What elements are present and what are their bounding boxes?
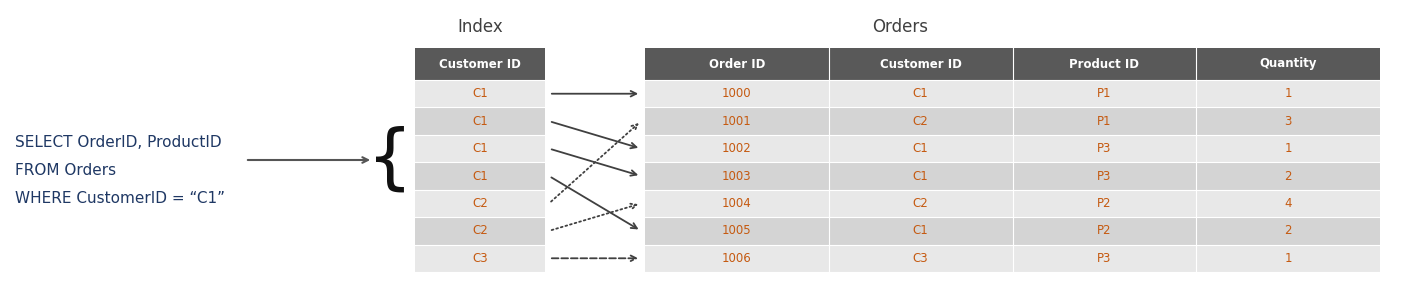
Text: 1003: 1003 bbox=[722, 169, 752, 183]
Text: {: { bbox=[367, 125, 413, 195]
Bar bbox=[829, 108, 1013, 135]
Bar bbox=[414, 245, 545, 272]
Text: C2: C2 bbox=[913, 115, 929, 128]
Text: C3: C3 bbox=[472, 252, 488, 265]
Text: 4: 4 bbox=[1284, 197, 1291, 210]
Text: C2: C2 bbox=[913, 197, 929, 210]
Bar bbox=[414, 162, 545, 190]
Text: C1: C1 bbox=[472, 142, 488, 155]
Text: 1004: 1004 bbox=[722, 197, 752, 210]
Bar bbox=[1196, 80, 1380, 108]
Text: C2: C2 bbox=[472, 224, 488, 237]
Bar bbox=[829, 162, 1013, 190]
Bar bbox=[414, 135, 545, 162]
Text: 1: 1 bbox=[1284, 252, 1291, 265]
Bar bbox=[1013, 190, 1196, 217]
Text: 1: 1 bbox=[1284, 87, 1291, 100]
Bar bbox=[829, 190, 1013, 217]
Bar bbox=[1196, 245, 1380, 272]
Bar bbox=[414, 217, 545, 245]
Text: P3: P3 bbox=[1097, 169, 1111, 183]
Bar bbox=[1196, 162, 1380, 190]
Bar bbox=[414, 108, 545, 135]
Text: 1002: 1002 bbox=[722, 142, 752, 155]
Text: C3: C3 bbox=[913, 252, 929, 265]
Bar bbox=[645, 245, 829, 272]
Text: WHERE CustomerID = “C1”: WHERE CustomerID = “C1” bbox=[15, 191, 225, 206]
Bar bbox=[829, 48, 1013, 80]
Text: 1000: 1000 bbox=[722, 87, 752, 100]
Bar bbox=[1196, 217, 1380, 245]
Bar bbox=[645, 80, 829, 108]
Text: C1: C1 bbox=[472, 169, 488, 183]
Text: 2: 2 bbox=[1284, 224, 1291, 237]
Text: 2: 2 bbox=[1284, 169, 1291, 183]
Text: 1: 1 bbox=[1284, 142, 1291, 155]
Bar bbox=[1196, 108, 1380, 135]
Text: FROM Orders: FROM Orders bbox=[15, 163, 117, 178]
Bar bbox=[1196, 48, 1380, 80]
Bar bbox=[829, 80, 1013, 108]
Text: SELECT OrderID, ProductID: SELECT OrderID, ProductID bbox=[15, 135, 222, 150]
Text: Customer ID: Customer ID bbox=[438, 57, 521, 71]
Text: P1: P1 bbox=[1097, 115, 1111, 128]
Text: C1: C1 bbox=[913, 169, 929, 183]
Bar bbox=[645, 48, 829, 80]
Bar bbox=[1013, 80, 1196, 108]
Bar bbox=[1013, 135, 1196, 162]
Text: Order ID: Order ID bbox=[708, 57, 766, 71]
Bar bbox=[1013, 245, 1196, 272]
Text: Orders: Orders bbox=[873, 18, 927, 36]
Text: C1: C1 bbox=[472, 87, 488, 100]
Text: Index: Index bbox=[457, 18, 503, 36]
Text: C1: C1 bbox=[472, 115, 488, 128]
Text: 1006: 1006 bbox=[722, 252, 752, 265]
Bar bbox=[645, 135, 829, 162]
Text: P3: P3 bbox=[1097, 142, 1111, 155]
Bar bbox=[1013, 48, 1196, 80]
Text: Customer ID: Customer ID bbox=[880, 57, 961, 71]
Bar bbox=[1196, 135, 1380, 162]
Bar bbox=[1013, 162, 1196, 190]
Text: 1001: 1001 bbox=[722, 115, 752, 128]
Bar bbox=[829, 217, 1013, 245]
Bar bbox=[1196, 190, 1380, 217]
Bar bbox=[1013, 217, 1196, 245]
Text: Product ID: Product ID bbox=[1069, 57, 1139, 71]
Text: 1005: 1005 bbox=[722, 224, 752, 237]
Text: C1: C1 bbox=[913, 142, 929, 155]
Bar bbox=[414, 80, 545, 108]
Bar bbox=[829, 245, 1013, 272]
Bar bbox=[414, 190, 545, 217]
Text: Quantity: Quantity bbox=[1259, 57, 1316, 71]
Bar bbox=[1013, 108, 1196, 135]
Bar bbox=[645, 217, 829, 245]
Text: C1: C1 bbox=[913, 87, 929, 100]
Text: P2: P2 bbox=[1097, 197, 1111, 210]
Text: P2: P2 bbox=[1097, 224, 1111, 237]
Text: C2: C2 bbox=[472, 197, 488, 210]
Text: P1: P1 bbox=[1097, 87, 1111, 100]
Text: P3: P3 bbox=[1097, 252, 1111, 265]
Text: 3: 3 bbox=[1284, 115, 1291, 128]
Text: C1: C1 bbox=[913, 224, 929, 237]
Bar bbox=[645, 190, 829, 217]
Bar bbox=[645, 108, 829, 135]
Bar bbox=[829, 135, 1013, 162]
Bar bbox=[645, 162, 829, 190]
Bar bbox=[414, 48, 545, 80]
